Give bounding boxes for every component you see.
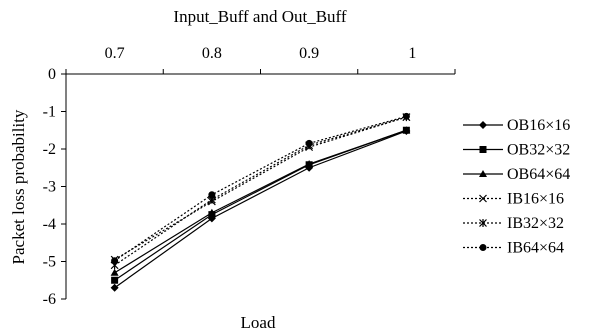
data-point-OB64×64-0.9 bbox=[305, 160, 314, 167]
y-tick-label: -4 bbox=[43, 216, 56, 233]
legend-marker-IB32×32 bbox=[479, 219, 487, 227]
y-axis-label: Packet loss probability bbox=[9, 109, 28, 264]
x-tick-label: 0.9 bbox=[299, 45, 319, 62]
data-point-OB32×32-0.7 bbox=[111, 276, 119, 284]
x-tick-label: 0.8 bbox=[202, 45, 222, 62]
legend-marker-OB32×32 bbox=[479, 146, 487, 153]
y-tick-label: 0 bbox=[48, 66, 56, 83]
x-tick-label: 1 bbox=[408, 45, 416, 62]
legend-label-IB32×32: IB32×32 bbox=[507, 215, 564, 232]
x-tick-label: 0.7 bbox=[105, 45, 125, 62]
legend-marker-IB16×16 bbox=[479, 194, 487, 203]
data-point-IB64×64-0.9 bbox=[305, 139, 313, 147]
legend-label-OB64×64: OB64×64 bbox=[507, 166, 570, 183]
series-line-OB32×32 bbox=[114, 129, 407, 281]
chart-title: Input_Buff and Out_Buff bbox=[173, 7, 346, 26]
legend-label-IB64×64: IB64×64 bbox=[507, 240, 564, 257]
series-line-OB16×16 bbox=[114, 130, 407, 289]
data-point-OB16×16-0.7 bbox=[110, 283, 119, 292]
y-tick-label: -3 bbox=[43, 179, 56, 196]
y-tick-label: -2 bbox=[43, 141, 56, 158]
legend-marker-OB64×64 bbox=[479, 170, 487, 177]
data-point-IB64×64-0.7 bbox=[111, 257, 119, 265]
data-point-IB64×64-0.8 bbox=[208, 191, 216, 199]
legend-label-OB16×16: OB16×16 bbox=[507, 117, 570, 134]
x-axis-label: Load bbox=[241, 313, 276, 330]
legend-label-OB32×32: OB32×32 bbox=[507, 142, 570, 159]
data-point-IB64×64-1 bbox=[402, 112, 410, 120]
y-tick-label: -1 bbox=[43, 104, 56, 121]
legend-marker-IB64×64 bbox=[479, 244, 487, 251]
data-point-OB64×64-1 bbox=[402, 126, 411, 134]
legend-marker-OB16×16 bbox=[479, 121, 487, 129]
series-line-IB64×64 bbox=[114, 115, 407, 262]
data-point-OB64×64-0.8 bbox=[207, 208, 216, 216]
series-line-IB32×32 bbox=[114, 116, 407, 266]
y-tick-label: -5 bbox=[43, 254, 56, 271]
series-line-IB16×16 bbox=[114, 116, 407, 261]
series-line-OB64×64 bbox=[114, 129, 407, 274]
y-tick-label: -6 bbox=[43, 291, 56, 308]
legend-label-IB16×16: IB16×16 bbox=[507, 191, 564, 208]
data-point-OB64×64-0.7 bbox=[110, 268, 119, 276]
